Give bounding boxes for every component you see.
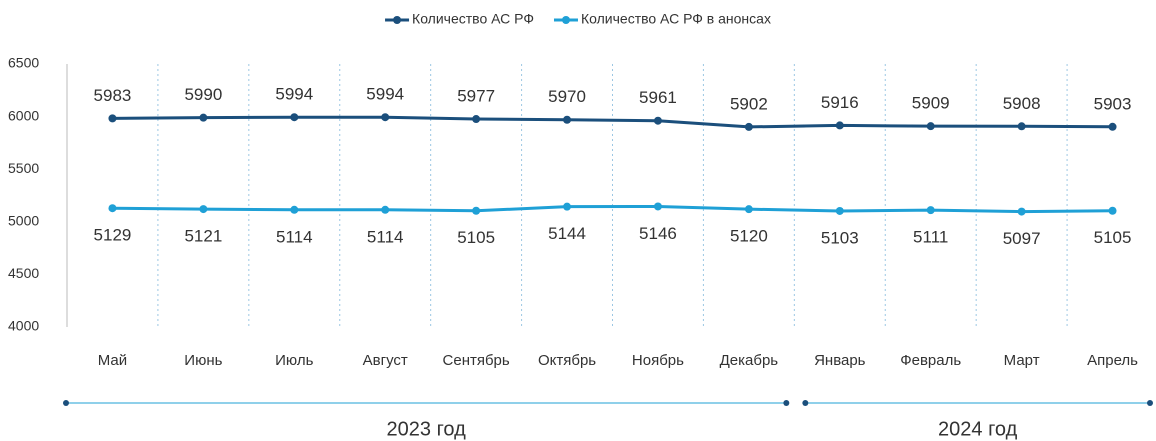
point [472, 115, 481, 124]
data-label: 5144 [548, 224, 586, 243]
point [653, 202, 662, 211]
data-label: 5916 [821, 93, 859, 112]
data-label: 5103 [821, 228, 859, 247]
point [835, 206, 844, 215]
y-tick-label: 6000 [8, 107, 39, 123]
series-line [112, 115, 1113, 129]
point [744, 122, 753, 131]
y-tick-label: 4500 [8, 265, 39, 281]
data-label: 5908 [1003, 94, 1041, 113]
data-label: 5105 [457, 228, 495, 247]
point [108, 114, 117, 123]
series-line [112, 204, 1113, 214]
data-label: 5983 [94, 86, 132, 105]
point [1017, 207, 1026, 216]
data-label: 5970 [548, 87, 586, 106]
data-label: 5146 [639, 224, 677, 243]
legend-dot [393, 16, 402, 24]
y-tick-label: 5000 [8, 213, 39, 229]
data-label: 5097 [1003, 229, 1041, 248]
data-label: 5909 [912, 94, 950, 113]
data-label: 5961 [639, 88, 677, 107]
point [1108, 122, 1117, 131]
bracket-end [63, 400, 69, 406]
bracket-end [1147, 400, 1153, 406]
x-tick-label: Январь [814, 352, 866, 369]
x-tick-label: Июль [275, 352, 313, 369]
data-label: 5120 [730, 227, 768, 246]
point [744, 205, 753, 214]
legend-dot [561, 16, 570, 24]
point [290, 113, 299, 122]
y-tick-label: 5500 [8, 160, 39, 176]
data-label: 5903 [1094, 94, 1132, 113]
x-tick-label: Июнь [184, 352, 222, 369]
legend-label: Количество АС РФ в анонсах [581, 11, 771, 27]
data-label: 5994 [275, 85, 313, 104]
data-label: 5114 [367, 227, 404, 246]
data-label: 5121 [184, 227, 222, 246]
x-tick-label: Апрель [1087, 352, 1138, 369]
x-tick-label: Ноябрь [632, 352, 684, 369]
legend: Количество АС РФ Количество АС РФ в анонс… [385, 11, 771, 27]
x-tick-label: Май [98, 352, 127, 369]
point [290, 205, 299, 214]
point [199, 205, 208, 214]
point [926, 206, 935, 215]
data-label: 5105 [1094, 228, 1132, 247]
point [563, 202, 572, 211]
point [108, 204, 117, 213]
point [926, 122, 935, 131]
point [381, 205, 390, 214]
group-label: 2024 год [938, 418, 1018, 440]
point [199, 113, 208, 122]
x-tick-label: Март [1004, 352, 1040, 369]
data-label: 5129 [94, 226, 132, 245]
point [1108, 206, 1117, 215]
x-tick-label: Декабрь [720, 352, 779, 369]
point [653, 116, 662, 125]
data-label: 5114 [276, 227, 313, 246]
y-tick-label: 4000 [8, 318, 39, 334]
x-tick-label: Февраль [900, 352, 961, 369]
legend-label: Количество АС РФ [412, 11, 534, 27]
bracket-end [783, 400, 790, 406]
data-label: 5990 [184, 85, 222, 104]
point [472, 206, 481, 215]
data-label: 5902 [730, 94, 768, 113]
bracket-end [802, 400, 809, 406]
x-tick-label: Сентябрь [443, 352, 510, 369]
point [1017, 122, 1026, 131]
y-tick-label: 6500 [8, 55, 39, 71]
group-label: 2023 год [387, 418, 467, 440]
data-label: 5994 [366, 85, 404, 104]
data-label: 5977 [457, 87, 495, 106]
x-tick-label: Октябрь [538, 352, 596, 369]
point [835, 121, 844, 130]
data-label: 5111 [913, 228, 948, 247]
point [381, 113, 390, 122]
x-tick-label: Август [363, 352, 408, 369]
point [563, 115, 572, 124]
